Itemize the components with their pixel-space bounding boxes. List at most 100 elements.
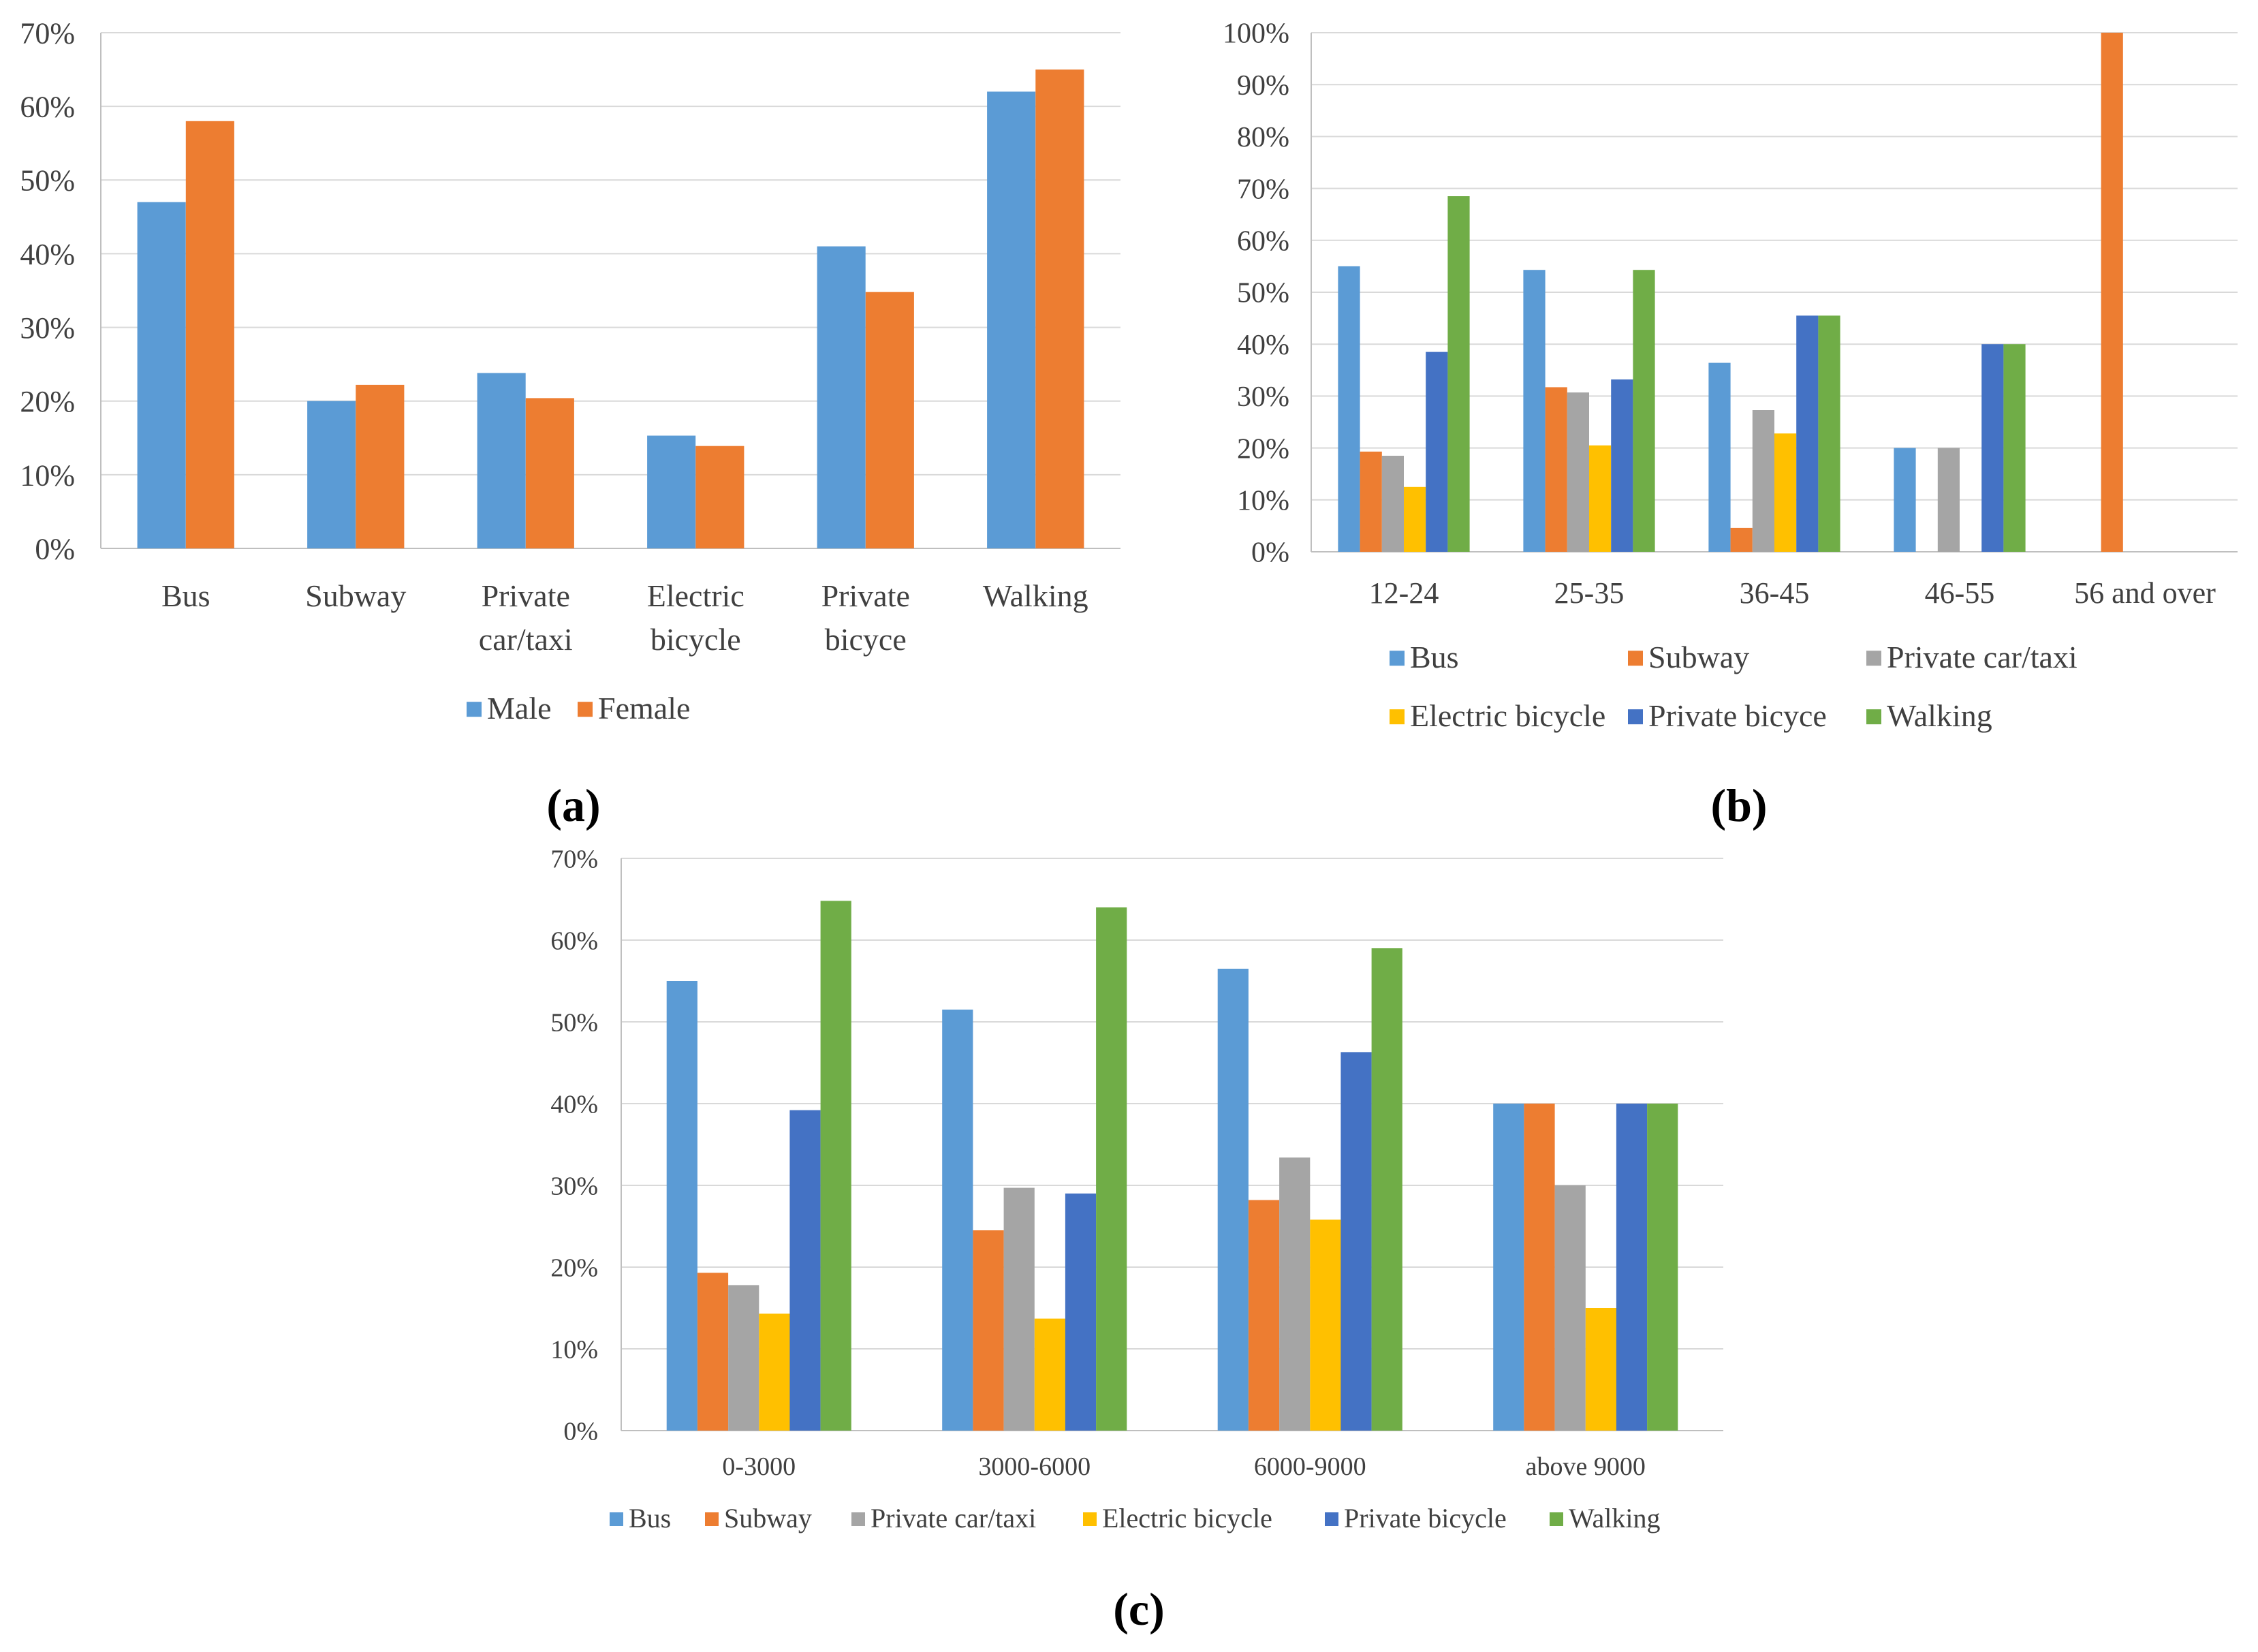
bar-subway-25-35 [1545, 387, 1567, 552]
bar-subway-36-45 [1730, 527, 1753, 552]
bar-bus-46-55 [1894, 448, 1916, 552]
bar-subway-56-and-over [2101, 33, 2123, 552]
category-label: car/taxi [479, 622, 573, 657]
bar-female-private-bicyce [865, 292, 914, 548]
bar-male-walking [987, 91, 1036, 548]
bar-bus-above-9000 [1493, 1104, 1524, 1431]
y-tick-label: 50% [550, 1008, 598, 1037]
legend-swatch [1325, 1512, 1338, 1526]
category-label: 0-3000 [722, 1452, 796, 1481]
legend-label: Subway [1648, 640, 1749, 674]
panel-label: (b) [1710, 779, 1767, 831]
category-label: Private [821, 578, 910, 613]
legend-swatch [1628, 709, 1643, 725]
category-label: Walking [983, 578, 1088, 613]
y-tick-label: 40% [20, 238, 75, 271]
category-label: 46-55 [1925, 576, 1995, 610]
legend-item-subway: Subway [705, 1503, 812, 1533]
legend-item-private-car-taxi: Private car/taxi [851, 1503, 1036, 1533]
legend-swatch [1628, 651, 1643, 666]
legend-label: Bus [629, 1503, 671, 1533]
legend-item-private-bicyce: Private bicyce [1628, 698, 1827, 733]
bar-private-bicycle-6000-9000 [1340, 1052, 1372, 1431]
y-tick-label: 90% [1237, 70, 1289, 102]
y-tick-label: 70% [1237, 174, 1289, 205]
bar-private-bicycle-3000-6000 [1065, 1194, 1097, 1431]
legend-swatch [1550, 1512, 1563, 1526]
bar-walking-25-35 [1633, 270, 1655, 552]
bar-private-bicycle-0-3000 [789, 1110, 821, 1431]
y-tick-label: 10% [550, 1335, 598, 1364]
bar-male-bus [137, 202, 186, 548]
category-label: bicycle [650, 622, 741, 657]
y-tick-label: 30% [1237, 381, 1289, 413]
bar-female-bus [185, 121, 234, 549]
legend-item-walking: Walking [1866, 698, 1992, 733]
legend-item-private-bicycle: Private bicycle [1325, 1503, 1507, 1533]
bar-bus-3000-6000 [942, 1010, 973, 1431]
y-tick-label: 20% [550, 1253, 598, 1282]
y-tick-label: 60% [1237, 226, 1289, 258]
bar-bus-0-3000 [666, 981, 697, 1431]
y-tick-label: 20% [1237, 433, 1289, 465]
legend-item-subway: Subway [1628, 640, 1749, 674]
category-label: 56 and over [2074, 576, 2216, 610]
bar-private-car-taxi-36-45 [1752, 410, 1774, 552]
bar-female-walking [1035, 69, 1084, 549]
legend-label: Subway [724, 1503, 812, 1533]
chart-c: 0% 10% 20% 30% 40% 50% 60% 70% 0-3000 3000-6000 60… [550, 845, 1723, 1635]
bar-bus-36-45 [1708, 362, 1731, 552]
bar-bus-12-24 [1338, 266, 1360, 552]
bar-private-car-taxi-6000-9000 [1279, 1157, 1311, 1431]
bar-electric-bicycle-12-24 [1404, 486, 1426, 552]
bar-electric-bicycle-36-45 [1774, 433, 1797, 552]
legend-swatch [1083, 1512, 1097, 1526]
panel-label: (c) [1113, 1583, 1164, 1635]
bar-walking-36-45 [1818, 315, 1840, 552]
legend-label: Private bicyce [1648, 698, 1827, 733]
bar-private-bicyce-25-35 [1611, 379, 1633, 552]
bar-electric-bicycle-above-9000 [1585, 1308, 1616, 1431]
y-tick-label: 70% [550, 845, 598, 873]
legend-label: Walking [1887, 698, 1992, 733]
bar-walking-above-9000 [1647, 1104, 1678, 1431]
bar-private-car-taxi-12-24 [1381, 456, 1404, 552]
legend-swatch [1390, 651, 1405, 666]
chart-b: 0% 10% 20% 30% 40% 50% 60% 70% 80% 90% 100% 12-24 25… [1223, 18, 2238, 831]
bar-female-private-car-taxi [525, 398, 574, 548]
y-tick-label: 100% [1223, 18, 1289, 50]
y-tick-label: 10% [20, 458, 75, 492]
legend-label: Bus [1410, 640, 1459, 674]
bar-electric-bicycle-0-3000 [759, 1313, 790, 1431]
bar-private-car-taxi-25-35 [1567, 392, 1589, 552]
y-tick-label: 80% [1237, 122, 1289, 153]
legend-item-walking: Walking [1550, 1503, 1661, 1533]
y-tick-label: 60% [550, 926, 598, 955]
category-label: above 9000 [1526, 1452, 1646, 1481]
y-tick-label: 70% [20, 16, 75, 50]
bar-female-subway [356, 384, 405, 548]
legend-item-electric-bicycle: Electric bicycle [1390, 698, 1605, 733]
legend-swatch [1866, 709, 1881, 725]
bar-male-private-bicyce [817, 246, 866, 548]
y-tick-label: 30% [550, 1172, 598, 1200]
legend-item-private-car-taxi: Private car/taxi [1866, 640, 2077, 674]
category-label: 3000-6000 [978, 1452, 1091, 1481]
legend-label: Electric bicycle [1410, 698, 1605, 733]
bar-private-car-taxi-3000-6000 [1003, 1187, 1035, 1431]
bar-subway-3000-6000 [973, 1230, 1004, 1431]
bar-walking-12-24 [1447, 196, 1470, 552]
category-label: 12-24 [1369, 576, 1439, 610]
legend-item-bus: Bus [610, 1503, 671, 1533]
bar-private-bicycle-above-9000 [1616, 1104, 1648, 1431]
y-tick-label: 40% [550, 1090, 598, 1119]
y-tick-label: 10% [1237, 486, 1289, 517]
y-tick-label: 0% [35, 532, 75, 565]
bar-walking-0-3000 [820, 901, 851, 1431]
bar-bus-6000-9000 [1217, 969, 1249, 1431]
legend-item-bus: Bus [1390, 640, 1459, 674]
legend-swatch [610, 1512, 623, 1526]
bar-subway-12-24 [1360, 451, 1382, 552]
legend-label: Private car/taxi [871, 1503, 1036, 1533]
